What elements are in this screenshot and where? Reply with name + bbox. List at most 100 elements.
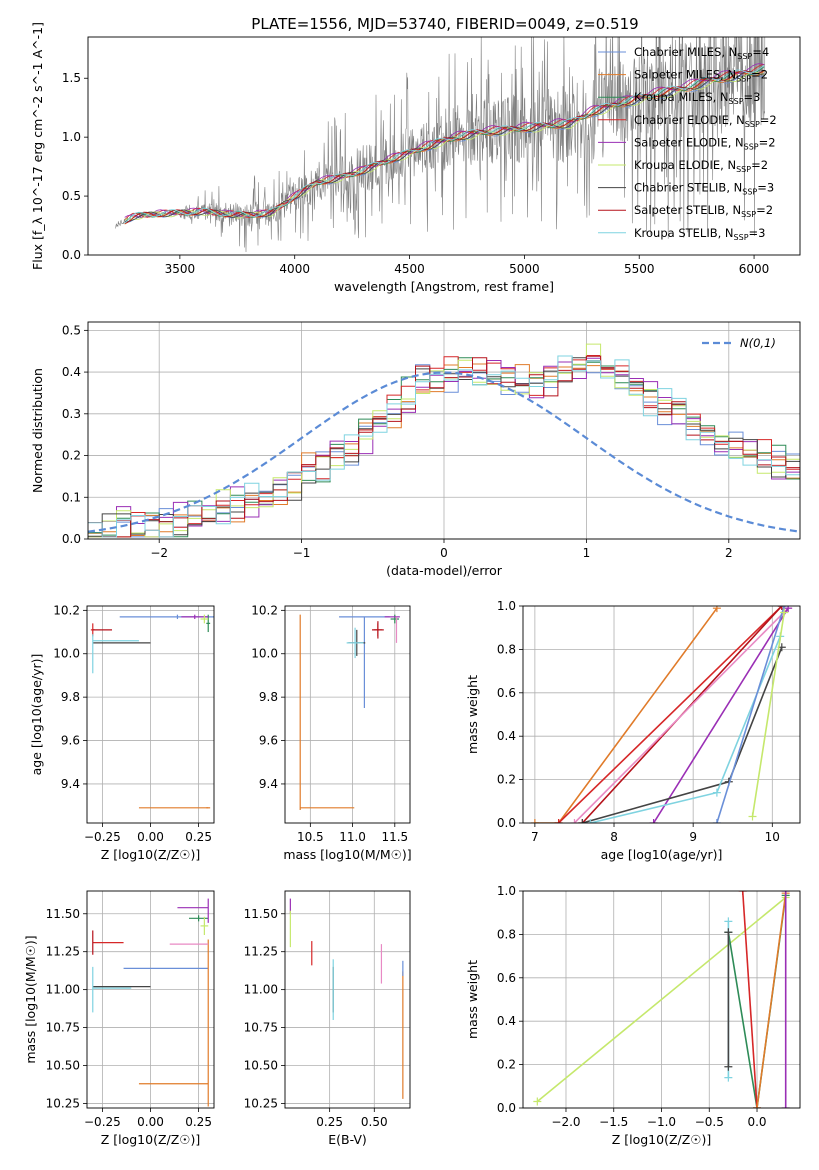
errorbar-point [346,627,364,659]
weight-marker [784,606,793,613]
weight-line [534,607,718,823]
x-axis-label: Z [log10(Z/Z☉)] [101,847,201,862]
x-tick-label: 9 [689,830,697,844]
y-tick-label: 9.4 [61,777,80,791]
legend-entry: Salpeter MILES, NSSP=2 [634,68,768,84]
x-tick-label: −1 [293,546,311,560]
y-tick-label: 1.0 [497,884,516,898]
weight-marker [533,1097,542,1106]
y-tick-label: 11.50 [244,907,278,921]
y-tick-label: 0.3 [62,407,81,421]
y-tick-label: 11.25 [46,945,80,959]
errorbar-point [188,915,209,922]
y-tick-label: 0.2 [62,449,81,463]
x-tick-label: 0.25 [185,1115,212,1129]
y-axis-label: Normed distribution [30,368,45,493]
axes-frame [86,890,215,1109]
y-tick-label: 10.75 [244,1021,278,1035]
errorbar-point [390,614,400,624]
y-tick-label: 0.4 [62,365,81,379]
x-axis-label: age [log10(age/yr)] [601,847,723,862]
plot-area-weight_vs_age [530,606,793,823]
errorbar-point [181,614,209,620]
y-tick-label: 10.75 [46,1021,80,1035]
x-tick-label: 5000 [509,262,540,276]
residual-histogram [88,355,800,538]
x-tick-label: 5500 [624,262,655,276]
model-line [124,73,765,223]
y-tick-label: 0.0 [62,532,81,546]
weight-line [756,893,787,1108]
y-axis-label: mass [log10(M/M☉)] [23,935,38,1063]
plot-area-age_vs_Z [90,614,214,809]
panel-age_vs_mass: 10.5 11.0 11.5 9.4 9.6 9.8 10.0 10.2 mass [log10… [251,603,411,862]
legend-entry: Chabrier STELIB, NSSP=3 [634,181,774,197]
plot-area-weight_vs_Z [533,891,790,1108]
y-axis-label: mass weight [465,960,480,1039]
panel-weight_vs_age: 7 8 9 10 0.0 0.2 0.4 0.6 0.8 1.0 age [log10(age/yr… [465,599,801,862]
y-tick-label: 10.0 [251,647,278,661]
x-axis-label: Z [log10(Z/Z☉)] [612,1132,712,1147]
y-tick-label: 0.4 [497,1014,516,1028]
y-tick-label: 11.50 [46,907,80,921]
y-axis-label: age [log10(age/yr)] [29,654,44,776]
legend-entry: Chabrier ELODIE, NSSP=2 [634,113,777,129]
x-axis-label: wavelength [Angstrom, rest frame] [334,279,554,294]
legend-entry: Kroupa ELODIE, NSSP=2 [634,158,768,174]
x-tick-label: −1.5 [599,1115,628,1129]
weight-marker [781,1104,790,1108]
weight-marker [530,819,539,823]
x-tick-label: −2.0 [551,1115,580,1129]
plot-area-spectrum [115,37,766,253]
weight-marker [777,606,786,610]
model-line [124,63,765,218]
y-tick-label: 10.50 [46,1059,80,1073]
x-axis-label: (data-model)/error [386,563,503,578]
y-tick-label: 9.6 [61,734,80,748]
y-tick-label: 11.00 [244,983,278,997]
weight-marker [724,1062,733,1071]
legend-entry: Kroupa STELIB, NSSP=3 [634,226,765,242]
y-tick-label: 11.25 [244,945,278,959]
x-tick-label: 7 [531,830,539,844]
spectrum-legend: Chabrier MILES, NSSP=4 Salpeter MILES, NS… [598,45,777,242]
panel-spectrum: 3500 4000 4500 5000 5500 6000 0.0 0.5 1.0 1.5 wave… [30,22,801,294]
y-tick-label: 1.0 [497,599,516,613]
x-tick-label: 11.5 [381,830,408,844]
x-tick-label: 10.5 [297,830,324,844]
weight-line [741,891,758,1108]
weight-marker [724,928,733,937]
y-tick-label: 10.0 [53,647,80,661]
weight-line [716,606,785,823]
y-tick-label: 0.4 [497,729,516,743]
model-line [124,65,765,224]
x-tick-label: 10 [765,830,780,844]
weight-marker [738,891,747,895]
x-tick-label: 0.0 [747,1115,766,1129]
y-tick-label: 10.2 [53,603,80,617]
legend-entry: Salpeter ELODIE, NSSP=2 [634,135,776,151]
x-axis-label: E(B-V) [328,1132,367,1147]
y-tick-label: 9.8 [61,690,80,704]
x-tick-label: 4000 [279,262,310,276]
panel-residuals: −2 −1 0 1 2 0.0 0.1 0.2 0.3 0.4 0.5 (data-model)/er… [30,321,801,578]
x-tick-label: 11.0 [339,830,366,844]
errorbar-point [371,621,384,639]
x-tick-label: 0.25 [316,1115,343,1129]
x-tick-label: 3500 [165,262,196,276]
y-tick-label: 10.50 [244,1059,278,1073]
errorbar-point [206,614,211,633]
axes-frame [522,890,801,1109]
plot-area-mass_vs_Z [92,898,209,1107]
x-tick-label: −0.5 [695,1115,724,1129]
legend-entry: Salpeter STELIB, NSSP=2 [634,203,773,219]
x-tick-label: −2 [150,546,168,560]
weight-marker [712,788,721,797]
x-tick-label: 6000 [739,262,770,276]
y-tick-label: 0.8 [497,927,516,941]
weight-marker [748,812,757,821]
y-tick-label: 10.25 [46,1096,80,1110]
plot-area-residuals [88,343,800,538]
weight-marker [554,819,563,823]
